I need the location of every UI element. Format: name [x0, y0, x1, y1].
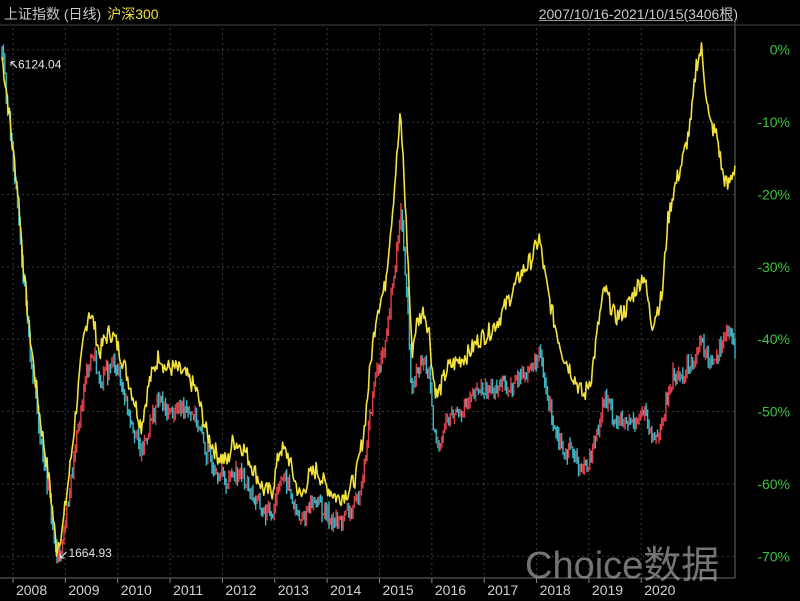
- annotation-arrow: [10, 61, 18, 69]
- grid-lines: [2, 28, 735, 578]
- y-tick-label: -60%: [757, 476, 790, 492]
- tick-labels: 0% -10% -20% -30% -40% -50% -60% -70% 2008 2009 20…: [16, 42, 790, 598]
- y-tick-label: -30%: [757, 259, 790, 275]
- y-tick-label: -40%: [757, 331, 790, 347]
- annotation-text: 6124.04: [18, 58, 62, 72]
- x-tick-label: 2008: [16, 582, 47, 598]
- annotation-text: 1664.93: [68, 546, 112, 560]
- x-tick-label: 2015: [382, 582, 413, 598]
- date-range-label[interactable]: 2007/10/16-2021/10/15(3406根): [538, 6, 738, 22]
- x-tick-label: 2017: [487, 582, 518, 598]
- annotation-arrow: [59, 551, 67, 559]
- axes: [0, 20, 800, 583]
- plot-area: [1, 42, 736, 564]
- y-tick-label: -50%: [757, 404, 790, 420]
- x-tick-label: 2019: [592, 582, 623, 598]
- legend-series1: 上证指数 (日线): [4, 6, 102, 22]
- x-tick-label: 2011: [173, 582, 203, 598]
- x-tick-label: 2014: [330, 582, 361, 598]
- y-tick-label: -70%: [757, 548, 790, 564]
- x-tick-label: 2013: [278, 582, 309, 598]
- series2-line: [1, 42, 736, 557]
- x-tick-label: 2012: [225, 582, 256, 598]
- x-tick-label: 2016: [435, 582, 466, 598]
- y-tick-label: -20%: [757, 186, 790, 202]
- legend-header: 上证指数 (日线) 沪深300: [4, 4, 159, 24]
- y-tick-label: 0%: [770, 42, 790, 58]
- x-tick-label: 2018: [540, 582, 571, 598]
- x-tick-label: 2009: [68, 582, 99, 598]
- x-tick-label: 2020: [644, 582, 675, 598]
- legend-series2: 沪深300: [107, 6, 159, 22]
- annotations: 6124.04 1664.93: [10, 58, 112, 560]
- y-tick-label: -10%: [757, 114, 790, 130]
- x-tick-label: 2010: [121, 582, 152, 598]
- annotation-low: 1664.93: [59, 546, 112, 560]
- watermark-logo: Choice数据: [525, 545, 720, 587]
- annotation-high: 6124.04: [10, 58, 62, 72]
